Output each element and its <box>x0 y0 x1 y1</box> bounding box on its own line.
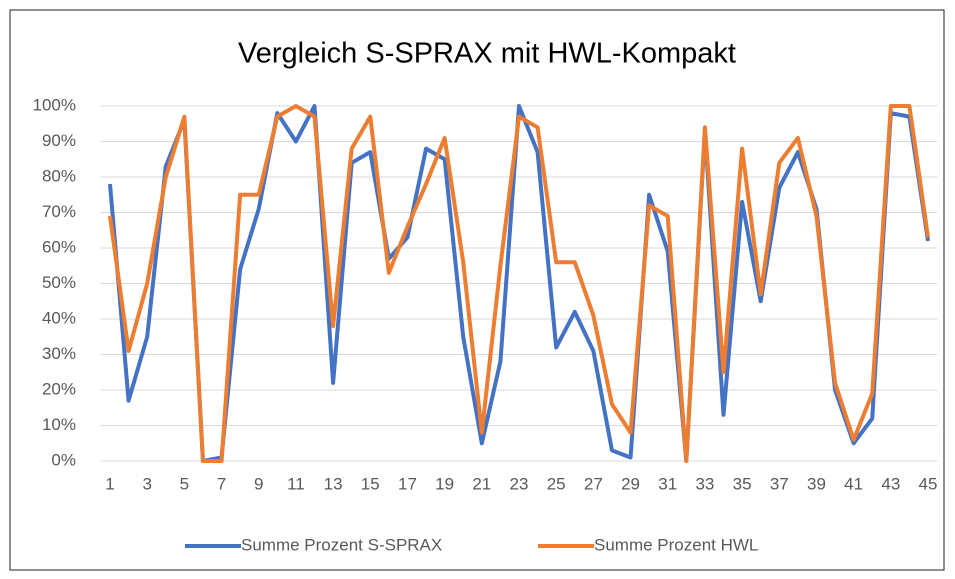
x-tick-label: 1 <box>105 474 114 493</box>
x-tick-label: 37 <box>770 474 789 493</box>
y-tick-label: 10% <box>42 415 76 434</box>
chart-title: Vergleich S-SPRAX mit HWL-Kompakt <box>238 38 736 70</box>
x-tick-label: 19 <box>435 474 454 493</box>
x-tick-label: 39 <box>807 474 826 493</box>
legend-label: Summe Prozent S-SPRAX <box>241 535 442 554</box>
x-tick-label: 27 <box>584 474 603 493</box>
x-tick-label: 43 <box>881 474 900 493</box>
x-tick-label: 21 <box>472 474 491 493</box>
y-tick-label: 90% <box>42 131 76 150</box>
x-tick-label: 17 <box>398 474 417 493</box>
x-tick-label: 35 <box>733 474 752 493</box>
x-tick-label: 33 <box>695 474 714 493</box>
y-tick-label: 70% <box>42 202 76 221</box>
y-tick-label: 50% <box>42 273 76 292</box>
x-tick-label: 15 <box>361 474 380 493</box>
series-line <box>108 104 930 463</box>
x-tick-label: 23 <box>510 474 529 493</box>
y-tick-label: 60% <box>42 237 76 256</box>
x-tick-label: 45 <box>919 474 938 493</box>
y-tick-label: 100% <box>33 95 76 114</box>
x-tick-label: 41 <box>844 474 863 493</box>
x-tick-label: 13 <box>324 474 343 493</box>
x-tick-label: 25 <box>547 474 566 493</box>
y-tick-label: 30% <box>42 344 76 363</box>
x-tick-label: 9 <box>254 474 263 493</box>
x-tick-label: 11 <box>287 474 305 493</box>
y-tick-label: 20% <box>42 379 76 398</box>
x-tick-label: 3 <box>142 474 151 493</box>
x-tick-label: 31 <box>658 474 677 493</box>
y-tick-label: 80% <box>42 166 76 185</box>
y-tick-label: 0% <box>51 450 76 469</box>
x-tick-label: 5 <box>180 474 189 493</box>
y-tick-label: 40% <box>42 308 76 327</box>
x-tick-label: 7 <box>217 474 226 493</box>
legend-label: Summe Prozent HWL <box>594 535 758 554</box>
x-tick-label: 29 <box>621 474 640 493</box>
series-line <box>108 104 930 463</box>
chart-frame <box>9 9 945 571</box>
